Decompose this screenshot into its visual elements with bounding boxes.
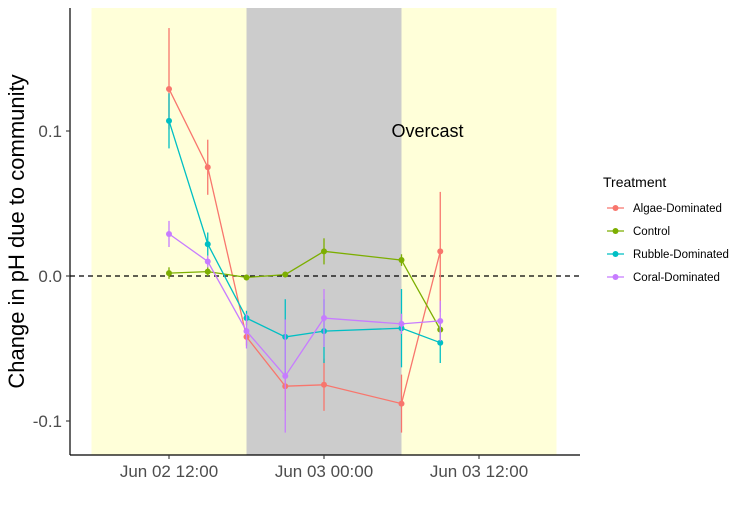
legend-title: Treatment [603, 174, 666, 190]
legend-item-0: Algae-Dominated [607, 203, 722, 215]
data-point-2-1 [204, 241, 211, 248]
y-tick-label-2: -0.1 [33, 412, 62, 431]
legend: Treatment Algae-Dominated Control Rubble-D… [603, 174, 729, 284]
legend-label-1: Control [633, 226, 670, 238]
x-tick-label-0: Jun 02 12:00 [120, 462, 218, 481]
legend-key-point-2 [612, 251, 619, 257]
overcast-annotation: Overcast [391, 121, 463, 141]
data-point-3-3 [282, 373, 289, 380]
axes: 0.1 0.0 -0.1 Jun 02 12:00 Jun 03 00:00 Jun 03… [33, 8, 580, 481]
y-axis-title: Change in pH due to community [4, 74, 29, 388]
data-point-3-6 [437, 317, 444, 324]
data-point-1-0 [166, 270, 172, 277]
data-point-3-2 [243, 328, 250, 335]
y-tick-label-1: 0.0 [38, 267, 62, 286]
data-point-1-2 [243, 274, 250, 281]
legend-item-3: Coral-Dominated [607, 272, 720, 284]
data-point-1-5 [398, 257, 405, 264]
data-point-0-1 [204, 164, 211, 171]
x-tick-label-2: Jun 03 12:00 [430, 462, 528, 481]
legend-key-point-1 [612, 228, 619, 234]
legend-key-point-0 [612, 205, 619, 211]
legend-label-3: Coral-Dominated [633, 272, 720, 284]
data-point-0-6 [437, 248, 444, 255]
series-layer [166, 28, 444, 433]
data-point-1-4 [321, 248, 327, 255]
data-point-1-1 [204, 268, 211, 275]
legend-label-0: Algae-Dominated [633, 203, 722, 215]
data-point-2-6 [437, 339, 444, 346]
data-point-3-5 [398, 320, 405, 327]
x-tick-label-1: Jun 03 00:00 [275, 462, 373, 481]
series-coral-dominated [166, 220, 444, 433]
data-point-3-0 [166, 230, 172, 237]
legend-key-point-3 [612, 274, 619, 280]
legend-item-1: Control [607, 226, 670, 238]
legend-item-2: Rubble-Dominated [607, 249, 729, 261]
legend-label-2: Rubble-Dominated [633, 249, 729, 261]
background-band-2 [401, 8, 557, 455]
data-point-3-1 [204, 258, 211, 265]
data-point-1-3 [282, 271, 289, 278]
series-control [166, 238, 444, 339]
y-tick-label-0: 0.1 [38, 122, 62, 141]
data-point-0-5 [398, 400, 405, 407]
data-point-2-0 [166, 117, 172, 124]
data-point-0-0 [166, 85, 172, 92]
data-point-3-4 [321, 315, 327, 322]
data-point-0-4 [321, 381, 327, 388]
